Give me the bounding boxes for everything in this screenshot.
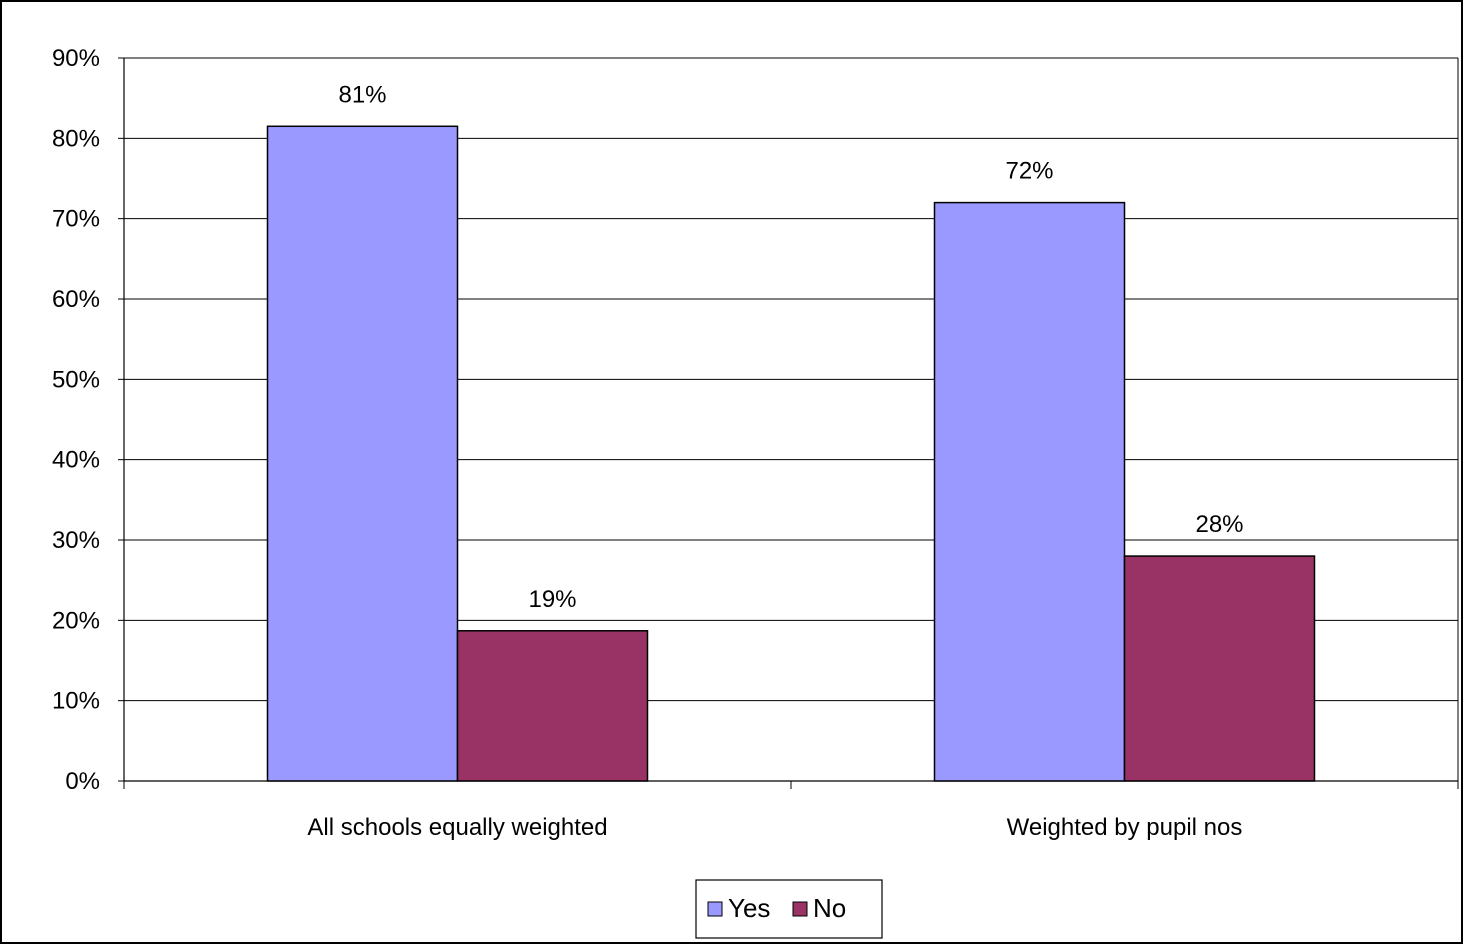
legend-swatch-yes: [707, 901, 723, 917]
y-tick-label: 90%: [52, 45, 100, 72]
legend-box: [695, 879, 883, 939]
y-tick-label: 30%: [52, 527, 100, 554]
bar-yes: [266, 125, 459, 782]
y-tick-label: 40%: [52, 447, 100, 474]
x-category-label: Weighted by pupil nos: [1007, 814, 1243, 841]
data-label: 28%: [1195, 511, 1243, 538]
y-tick-label: 20%: [52, 607, 100, 634]
x-category-label: All schools equally weighted: [307, 814, 607, 841]
y-tick-label: 60%: [52, 286, 100, 313]
legend-label-yes: Yes: [728, 893, 770, 923]
data-label: 72%: [1005, 158, 1053, 185]
y-tick-label: 80%: [52, 125, 100, 152]
y-tick-label: 0%: [65, 768, 100, 795]
data-labels: 81% 19% 72% 28%: [338, 81, 1243, 612]
data-label: 19%: [528, 586, 576, 613]
legend-swatch-no: [792, 901, 808, 917]
y-tick-label: 50%: [52, 366, 100, 393]
bar-no: [456, 630, 649, 782]
bars: [266, 125, 1316, 782]
bar-yes: [933, 201, 1126, 782]
axes: 0% 10% 20% 30% 40% 50% 60% 70% 80% 90% All schools…: [52, 45, 1459, 841]
bar-no: [1123, 555, 1316, 782]
y-tick-label: 10%: [52, 688, 100, 715]
legend: Yes No: [695, 879, 883, 939]
y-tick-label: 70%: [52, 206, 100, 233]
data-label: 81%: [338, 81, 386, 108]
legend-label-no: No: [813, 893, 846, 923]
